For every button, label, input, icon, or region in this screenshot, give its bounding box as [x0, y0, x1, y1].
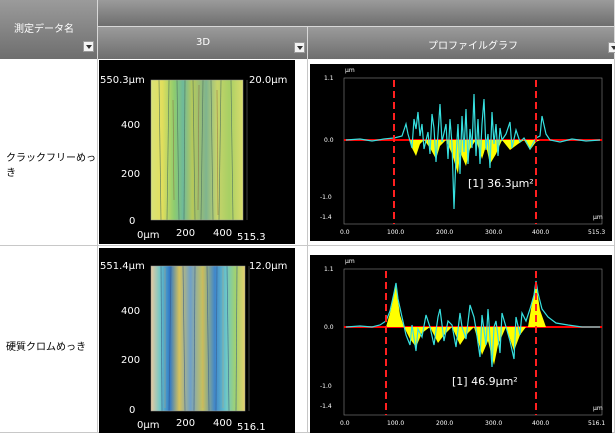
profile-y-tick: -1.4: [320, 214, 332, 221]
column-header-3d-label: 3D: [196, 37, 211, 48]
profile-unit-top: μm: [345, 67, 355, 74]
profile-x-tick: 400.0: [532, 229, 550, 236]
measurement-name-filter-dropdown[interactable]: [83, 41, 94, 52]
3d-y-tick: 0: [129, 405, 136, 416]
profile-y-tick: 1.1: [324, 266, 334, 273]
column-header-measurement-name[interactable]: 測定データ名: [0, 0, 98, 59]
profile-x-tick: 0.0: [340, 229, 350, 236]
3d-x-max: 515.3: [237, 232, 266, 243]
row-name: 硬質クロムめっき: [6, 342, 86, 353]
3d-y-top-label: 550.3μm: [100, 75, 145, 86]
3d-y-tick: 200: [121, 169, 141, 180]
3d-y-tick: 400: [121, 120, 141, 131]
column-header-measurement-name-label: 測定データ名: [14, 24, 74, 35]
profile-y-tick: -1.0: [320, 194, 332, 201]
3d-x-tick: 400: [213, 228, 233, 239]
profile-x-tick: 300.0: [485, 420, 503, 427]
profile-x-tick: 200.0: [436, 229, 454, 236]
3d-x-tick: 0μm: [137, 420, 160, 431]
3d-y-tick: 0: [129, 216, 136, 227]
profile-y-tick: 1.1: [324, 75, 334, 82]
3d-x-tick: 200: [176, 418, 196, 429]
profile-x-tick: 100.0: [387, 229, 405, 236]
profile-area-label: [1] 46.9μm²: [452, 375, 518, 388]
profile-x-tick: 100.0: [387, 420, 405, 427]
profile-graph-panel[interactable]: μm 1.1 0.0 -1.0 -1.4 0.0 100.0 200.0 300…: [310, 64, 612, 241]
profile-x-tick: 400.0: [532, 420, 550, 427]
3d-surface-image: [150, 79, 248, 221]
3d-x-max: 516.1: [237, 422, 266, 433]
3d-x-tick: 400: [213, 418, 233, 429]
3d-y-tick: 400: [121, 306, 141, 317]
table-row-profile-cell: μm 1.1 0.0 -1.0 -1.4 0.0 100.0 200.0 300…: [308, 246, 615, 433]
table-row-name-cell: クラックフリーめっき: [0, 59, 98, 246]
3d-y-top-label: 551.4μm: [100, 261, 145, 272]
3d-surface-image: [150, 265, 250, 412]
profile-graph-plot: [343, 77, 603, 225]
table-row-name-cell: 硬質クロムめっき: [0, 246, 98, 433]
row-name: クラックフリーめっき: [6, 153, 96, 179]
3d-z-label: 12.0μm: [249, 261, 288, 272]
profile-x-tick: 300.0: [485, 229, 503, 236]
3d-z-label: 20.0μm: [249, 75, 288, 86]
profile-x-unit: μm: [593, 405, 603, 412]
3d-view-panel[interactable]: 551.4μm 400 200 0 0μm 200 400 516.1 12.0…: [99, 248, 295, 433]
profile-y-tick: 0.0: [324, 137, 334, 144]
profile-y-tick: 0.0: [324, 324, 334, 331]
column-header-3d[interactable]: 3D: [98, 27, 308, 59]
profile-y-tick: -1.4: [320, 403, 332, 410]
3d-view-panel[interactable]: 550.3μm 400 200 0 0μm 200 400 515.3 20.0…: [99, 60, 295, 244]
profile-area-label: [1] 36.3μm²: [468, 177, 534, 190]
profile-x-tick: 515.3: [588, 229, 606, 236]
3d-x-tick: 0μm: [137, 230, 160, 241]
table-row-3d-cell: 550.3μm 400 200 0 0μm 200 400 515.3 20.0…: [98, 59, 308, 246]
3d-x-tick: 200: [176, 228, 196, 239]
3d-y-tick: 200: [121, 355, 141, 366]
table-row-3d-cell: 551.4μm 400 200 0 0μm 200 400 516.1 12.0…: [98, 246, 308, 433]
table-row-profile-cell: μm 1.1 0.0 -1.0 -1.4 0.0 100.0 200.0 300…: [308, 59, 615, 246]
profile-graph-panel[interactable]: μm 1.1 0.0 -1.0 -1.4 0.0 100.0 200.0 300…: [310, 255, 612, 433]
profile-unit-top: μm: [345, 258, 355, 265]
profile-x-tick: 0.0: [340, 420, 350, 427]
profile-x-tick: 200.0: [436, 420, 454, 427]
3d-filter-dropdown[interactable]: [294, 42, 305, 53]
profile-y-tick: -1.0: [320, 383, 332, 390]
column-header-profile-label: プロファイルグラフ: [428, 41, 518, 52]
profile-x-tick: 516.1: [588, 420, 606, 427]
profile-x-unit: μm: [593, 214, 603, 221]
profile-filter-dropdown[interactable]: [608, 42, 615, 53]
column-header-profile[interactable]: プロファイルグラフ: [308, 27, 615, 59]
profile-graph-plot: [343, 268, 603, 416]
column-group-header: [98, 0, 615, 27]
